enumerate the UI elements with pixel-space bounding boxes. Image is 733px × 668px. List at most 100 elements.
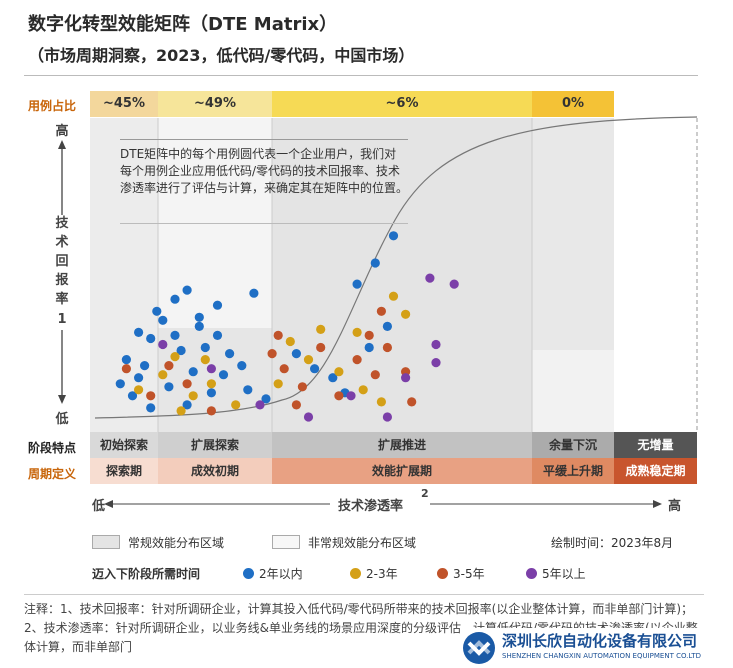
case-point-s1-15 <box>352 327 362 337</box>
case-point-s0-8 <box>127 391 138 401</box>
case-point-s3-2 <box>255 400 265 410</box>
case-point-s3-8 <box>449 279 459 289</box>
case-point-s0-3 <box>158 315 168 325</box>
share-seg-1: ~45% <box>90 91 158 117</box>
case-point-s0-35 <box>370 258 380 268</box>
y-axis-char-4: 报 <box>55 273 69 288</box>
stage-5: 无增量 <box>614 432 697 458</box>
x-arrowhead-right <box>653 500 662 508</box>
case-point-s0-26 <box>243 385 253 395</box>
case-point-s2-0 <box>121 364 131 374</box>
case-point-s3-7 <box>425 273 435 283</box>
case-point-s2-10 <box>334 391 344 401</box>
case-point-s1-8 <box>285 336 295 347</box>
case-point-s2-11 <box>352 355 362 365</box>
case-point-s2-1 <box>146 391 156 401</box>
case-point-s3-3 <box>303 412 314 422</box>
case-point-s1-2 <box>176 406 186 416</box>
case-point-s0-6 <box>194 321 204 331</box>
abnormal-zone-4 <box>532 350 614 432</box>
company-name-en: SHENZHEN CHANGXIN AUTOMATION EQUIPMENT C… <box>502 652 702 660</box>
case-point-s1-13 <box>358 385 368 395</box>
y-arrowhead-up <box>58 140 66 149</box>
case-point-s0-28 <box>212 330 223 340</box>
case-point-s3-9 <box>431 339 441 350</box>
case-point-s0-2 <box>146 333 156 344</box>
period-5: 成熟稳定期 <box>614 458 697 484</box>
stage-2: 扩展探索 <box>158 432 272 458</box>
period-1: 探索期 <box>90 458 158 484</box>
case-point-s1-12 <box>334 367 344 377</box>
case-point-s2-17 <box>407 397 417 407</box>
y-axis-char-5: 率 <box>55 292 69 307</box>
case-point-s0-27 <box>261 394 271 404</box>
case-point-s0-21 <box>194 312 204 322</box>
y-arrowhead-down <box>58 395 66 404</box>
legend-dot-2-3 <box>350 568 361 579</box>
case-point-s3-1 <box>206 364 216 374</box>
case-point-s3-4 <box>346 391 356 401</box>
share-seg-2: ~49% <box>158 91 272 117</box>
case-point-s0-5 <box>182 285 192 295</box>
case-point-s2-14 <box>370 370 380 380</box>
company-logo-icon <box>463 632 495 664</box>
case-point-s1-10 <box>273 379 283 389</box>
chart-subtitle: （市场周期洞察，2023，低代码/零代码，中国市场） <box>28 46 415 65</box>
note-divider <box>120 223 408 224</box>
case-point-s2-8 <box>291 400 301 410</box>
legend-label-2-3: 2-3年 <box>366 567 398 581</box>
stage-feature-label: 阶段特点 <box>28 441 77 455</box>
case-point-s0-36 <box>388 231 399 241</box>
case-point-s0-23 <box>225 349 235 359</box>
legend-dot-5-plus <box>526 568 537 579</box>
case-share-label: 用例占比 <box>28 99 77 113</box>
legend-dot-1-2 <box>243 568 254 579</box>
next-stage-title: 迈入下阶段所需时间 <box>92 567 201 581</box>
case-point-s0-30 <box>310 364 320 374</box>
draw-time: 绘制时间：2023年8月 <box>551 536 674 550</box>
case-point-s0-33 <box>364 342 374 353</box>
legend-label-5-plus: 5年以上 <box>542 567 586 581</box>
y-axis-char-2: 术 <box>55 235 69 250</box>
s-curve <box>94 116 698 419</box>
case-point-s1-9 <box>303 355 314 365</box>
case-point-s1-0 <box>158 370 168 380</box>
company-watermark: 深圳长欣自动化设备有限公司 SHENZHEN CHANGXIN AUTOMATI… <box>462 628 733 668</box>
case-point-s2-3 <box>164 361 174 371</box>
x-high-label: 高 <box>668 499 682 514</box>
case-point-s0-18 <box>182 400 192 410</box>
case-point-s3-6 <box>401 373 411 383</box>
case-point-s0-19 <box>218 370 229 380</box>
case-point-s2-4 <box>206 406 216 416</box>
case-point-s3-5 <box>382 412 392 422</box>
case-point-s2-12 <box>364 330 374 340</box>
normal-area-swatch <box>92 535 120 549</box>
case-point-s1-16 <box>401 309 411 319</box>
case-point-s1-4 <box>170 352 180 362</box>
case-point-s2-2 <box>182 379 192 389</box>
normal-zone-2 <box>158 328 272 432</box>
case-point-s0-14 <box>212 300 223 310</box>
stage-4: 余量下沉 <box>532 432 614 458</box>
stage-1: 初始探索 <box>90 432 158 458</box>
case-point-s0-31 <box>328 373 338 383</box>
case-point-s0-0 <box>121 355 131 365</box>
case-point-s2-7 <box>297 382 307 392</box>
period-3: 效能扩展期 <box>272 458 532 484</box>
case-point-s0-15 <box>152 306 162 316</box>
case-point-s1-1 <box>134 385 144 395</box>
case-point-s0-10 <box>164 382 174 392</box>
matrix-note: DTE矩阵中的每个用例圆代表一个企业用户，我们对每个用例企业应用低代码/零代码的… <box>120 139 408 197</box>
x-arrowhead-left <box>104 500 113 508</box>
case-point-s1-6 <box>188 391 198 401</box>
case-point-s0-17 <box>115 379 125 389</box>
legend-dot-3-5 <box>437 568 448 579</box>
y-high-label: 高 <box>55 124 69 139</box>
case-point-s2-13 <box>376 306 386 316</box>
case-point-s0-1 <box>134 373 144 383</box>
case-point-s2-5 <box>267 349 277 359</box>
title-divider <box>24 75 698 76</box>
case-point-s0-7 <box>176 345 186 356</box>
case-point-s3-10 <box>431 358 441 368</box>
